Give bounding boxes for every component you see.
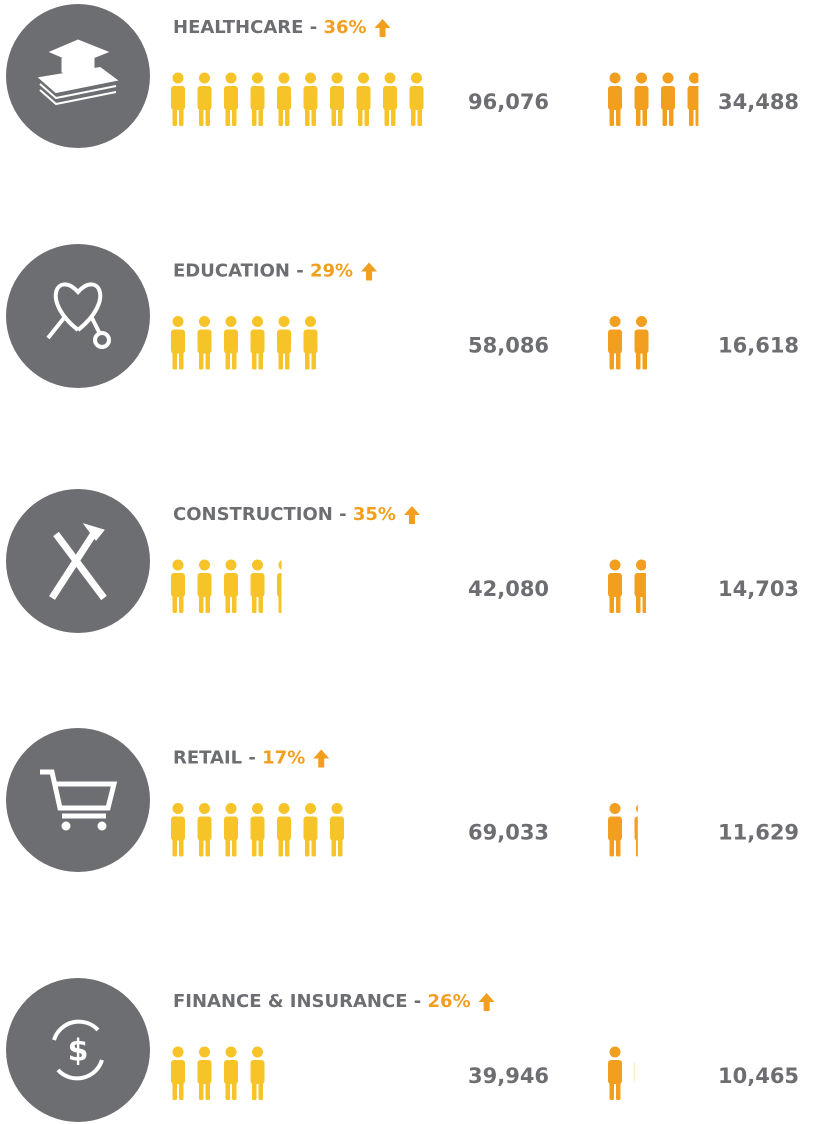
growth-label: 29% — [310, 261, 353, 282]
tools — [49, 528, 107, 601]
category-title: HEALTHCARE - 36% — [173, 17, 367, 38]
growth-arrow — [361, 262, 378, 281]
value-label: 11,629 — [718, 821, 799, 845]
growth-label: 36% — [323, 17, 366, 38]
glyphs: $ — [37, 39, 119, 1081]
growth-label: 35% — [353, 504, 396, 525]
category-label: HEALTHCARE - — [173, 17, 317, 38]
pictograph-bar — [170, 72, 425, 128]
value-label: 96,076 — [468, 90, 549, 114]
icon-circle — [6, 728, 150, 872]
pictograph-bar — [607, 315, 652, 372]
wheel — [97, 821, 107, 831]
growth-arrow — [478, 993, 495, 1011]
category-title: EDUCATION - 29% — [173, 261, 353, 282]
value-label: 69,033 — [468, 821, 549, 845]
figure-row — [170, 72, 425, 128]
category-label: FINANCE & INSURANCE - — [173, 991, 421, 1012]
pictograph-bar — [170, 802, 353, 859]
value-label: 34,488 — [718, 90, 799, 114]
pictograph-bar — [170, 559, 282, 615]
category-title: FINANCE & INSURANCE - 26% — [173, 991, 471, 1012]
category-title: CONSTRUCTION - 35% — [173, 504, 396, 525]
figure-row — [607, 315, 652, 372]
cart — [40, 769, 118, 819]
figure-row — [607, 1046, 635, 1102]
category-label: RETAIL - — [173, 748, 256, 769]
pictograph-bar — [607, 802, 638, 859]
growth-arrow — [374, 19, 391, 37]
value-label: 16,618 — [718, 334, 799, 358]
category-label: EDUCATION - — [173, 261, 304, 282]
cap-base — [61, 58, 95, 77]
value-label: 42,080 — [468, 577, 549, 601]
stethoscope — [46, 282, 103, 340]
icon-circle — [6, 978, 150, 1122]
category-icons — [6, 4, 150, 1122]
category-title: RETAIL - 17% — [173, 748, 305, 769]
pictograph-bar — [607, 559, 646, 615]
value-label: 14,703 — [718, 577, 799, 601]
figure-row — [170, 559, 282, 615]
figure-row — [607, 802, 638, 859]
cycle — [52, 1019, 104, 1081]
figure-row — [170, 802, 353, 859]
growth-label: 17% — [262, 748, 305, 769]
pictograph-bar — [607, 1046, 635, 1102]
figure-row — [607, 72, 699, 128]
dollar: $ — [68, 1034, 89, 1069]
hammer-head — [82, 523, 105, 541]
figure-row — [170, 1046, 276, 1102]
value-label: 39,946 — [468, 1064, 549, 1088]
figure-row — [170, 315, 324, 372]
figure-row — [607, 559, 646, 615]
value-label: 10,465 — [718, 1064, 799, 1088]
growth-label: 26% — [428, 991, 471, 1012]
icon-circle — [6, 244, 150, 388]
growth-arrow — [403, 506, 420, 524]
category-label: CONSTRUCTION - — [173, 504, 347, 525]
pictograph-bar — [170, 315, 324, 372]
wheel — [61, 821, 71, 831]
stethoscope-end — [93, 331, 111, 349]
pictograph-bar — [607, 72, 699, 128]
value-label: 58,086 — [468, 334, 549, 358]
book-pages — [39, 83, 117, 106]
growth-arrow — [313, 749, 330, 768]
pictograph-bar — [170, 1046, 276, 1102]
